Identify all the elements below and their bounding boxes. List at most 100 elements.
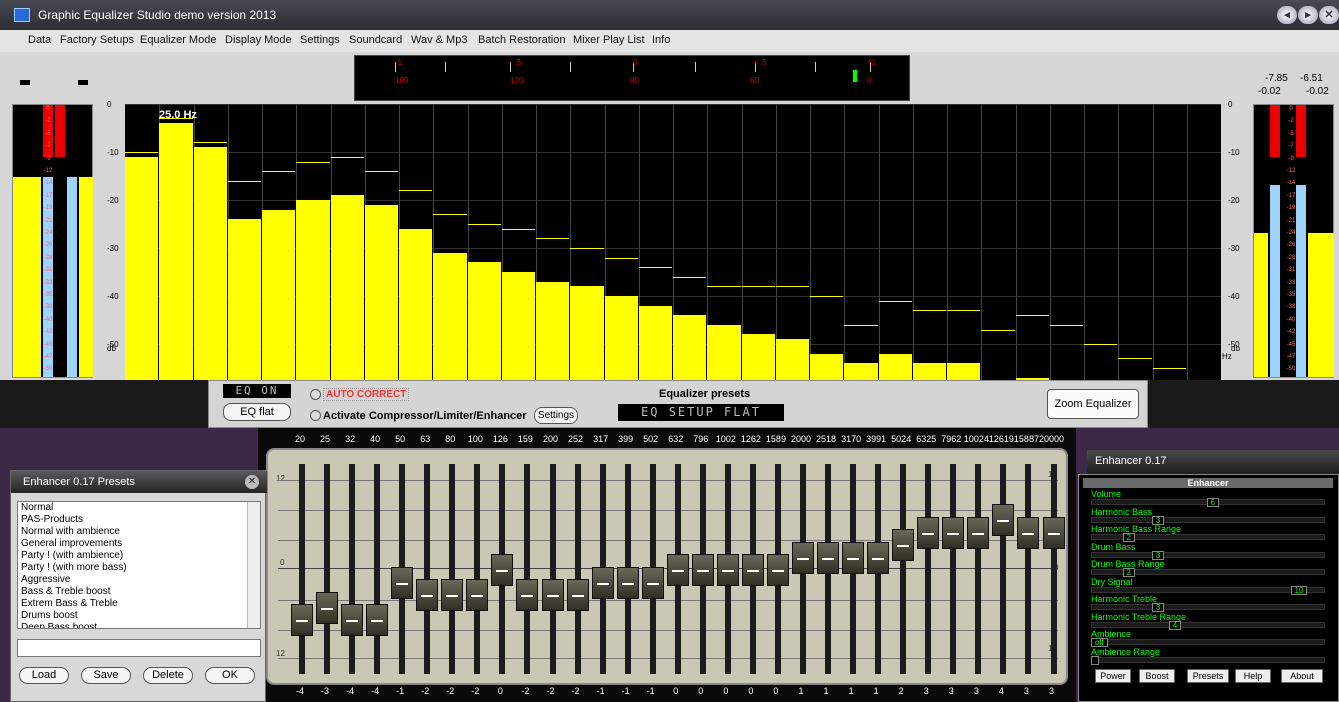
slider-knob[interactable] bbox=[591, 566, 614, 599]
enhancer-param-slider[interactable] bbox=[1091, 534, 1325, 540]
vu-scale: 0 -2 -5 -7 -9 -12 -14 -17 -19 -21 -24 -26 -28 -31 -33 -… bbox=[42, 106, 54, 378]
enhancer-param-slider[interactable] bbox=[1091, 569, 1325, 575]
slider-knob[interactable] bbox=[691, 554, 714, 586]
enhancer-param-slider[interactable] bbox=[1091, 516, 1325, 523]
slider-knob[interactable] bbox=[792, 541, 814, 574]
preset-list-item[interactable]: PAS-Products bbox=[21, 514, 84, 525]
spectrum-peak bbox=[947, 310, 981, 312]
eq-flat-button[interactable]: EQ flat bbox=[223, 403, 291, 421]
slider-knob[interactable] bbox=[1017, 516, 1040, 549]
band-frequency-label: 159 bbox=[517, 434, 533, 444]
y-tick-label: -40 bbox=[1228, 292, 1240, 301]
preset-list-item[interactable]: Aggressive bbox=[21, 574, 71, 585]
slider-knob[interactable] bbox=[416, 579, 439, 611]
compressor-label[interactable]: Activate Compressor/Limiter/Enhancer bbox=[323, 410, 527, 422]
band-frequency-label: 10024 bbox=[963, 434, 989, 444]
menu-factory-setups[interactable]: Factory Setups bbox=[60, 34, 134, 46]
tuner-top-label: + .5 bbox=[753, 58, 767, 67]
slider-knob[interactable] bbox=[391, 566, 414, 599]
maximize-icon[interactable]: ▸ bbox=[1298, 6, 1318, 24]
preset-list-item[interactable]: Party ! (with ambience) bbox=[21, 550, 124, 561]
grid-line bbox=[947, 104, 948, 392]
preset-list-item[interactable]: Bass & Treble boost bbox=[21, 586, 111, 597]
menu-equalizer-mode[interactable]: Equalizer Mode bbox=[140, 34, 217, 46]
menu-display-mode[interactable]: Display Mode bbox=[225, 34, 292, 46]
enhancer-param-slider[interactable] bbox=[1091, 639, 1325, 645]
close-icon[interactable]: ✕ bbox=[245, 475, 259, 489]
menu-wav-mp3[interactable]: Wav & Mp3 bbox=[411, 34, 468, 46]
slider-knob[interactable] bbox=[942, 516, 965, 549]
presets-scrollbar[interactable] bbox=[247, 502, 260, 628]
enhancer-param-slider[interactable] bbox=[1091, 586, 1325, 593]
slider-knob[interactable] bbox=[892, 529, 915, 561]
close-icon[interactable]: ✕ bbox=[1319, 6, 1339, 24]
presets-list[interactable]: Normal PAS-Products Normal with ambience Ge… bbox=[17, 501, 261, 629]
slider-knob[interactable] bbox=[842, 541, 865, 574]
enhancer-param-slider[interactable] bbox=[1091, 621, 1325, 628]
preset-list-item[interactable]: Extrem Bass & Treble bbox=[21, 598, 118, 609]
boost-button[interactable]: Boost bbox=[1139, 669, 1175, 683]
menu-soundcard[interactable]: Soundcard bbox=[349, 34, 403, 46]
preset-list-item[interactable]: General improvements bbox=[21, 538, 123, 549]
tuner-top-label: 0 bbox=[633, 58, 638, 67]
slider-knob[interactable] bbox=[516, 579, 539, 611]
slider-knob[interactable] bbox=[716, 554, 739, 586]
slider-knob[interactable] bbox=[817, 541, 840, 574]
slider-knob[interactable] bbox=[366, 604, 389, 636]
vu-scale-label: -7 bbox=[1288, 143, 1294, 150]
slider-knob[interactable] bbox=[441, 579, 464, 611]
compressor-radio[interactable] bbox=[310, 410, 321, 421]
menu-data[interactable]: Data bbox=[28, 34, 52, 46]
analyzer-area: -1 - .5 0 + .5 +1 180 120 90 60 0 -7.85 … bbox=[0, 52, 1339, 412]
slider-knob[interactable] bbox=[1042, 516, 1065, 549]
enhancer-param-slider[interactable] bbox=[1091, 656, 1325, 663]
menu-info[interactable]: Info bbox=[652, 34, 671, 46]
compressor-settings-button[interactable]: Settings bbox=[534, 407, 578, 424]
about-button[interactable]: About bbox=[1281, 669, 1323, 683]
slider-knob[interactable] bbox=[741, 554, 764, 586]
slider-knob[interactable] bbox=[992, 504, 1015, 536]
preset-list-item[interactable]: Normal bbox=[21, 502, 54, 513]
y-unit-label: db bbox=[107, 344, 116, 353]
slider-knob[interactable] bbox=[766, 554, 789, 586]
zoom-equalizer-button[interactable]: Zoom Equalizer bbox=[1047, 389, 1139, 419]
menu-batch-restoration[interactable]: Batch Restoration bbox=[478, 34, 566, 46]
slider-knob[interactable] bbox=[641, 566, 664, 599]
load-button[interactable]: Load bbox=[19, 667, 69, 684]
menu-settings[interactable]: Settings bbox=[300, 34, 340, 46]
preset-list-item[interactable]: Normal with ambience bbox=[21, 526, 120, 537]
enhancer-param-row: Drum Bass Range 2 bbox=[1091, 559, 1327, 577]
ok-button[interactable]: OK bbox=[205, 667, 255, 684]
slider-knob[interactable] bbox=[566, 579, 589, 611]
slider-knob[interactable] bbox=[466, 579, 489, 611]
slider-knob[interactable] bbox=[341, 604, 364, 636]
band-frequency-label: 632 bbox=[668, 434, 684, 444]
minimize-icon[interactable]: ◂ bbox=[1277, 6, 1297, 24]
help-button[interactable]: Help bbox=[1235, 669, 1271, 683]
vu-scale-label: -38 bbox=[1286, 304, 1296, 311]
slider-knob[interactable] bbox=[316, 591, 339, 624]
enhancer-param-slider[interactable] bbox=[1091, 551, 1325, 558]
slider-knob[interactable] bbox=[491, 554, 514, 586]
vu-scale-label: -40 bbox=[1286, 316, 1296, 323]
slider-knob[interactable] bbox=[616, 566, 639, 599]
scale-label: 12 bbox=[276, 474, 285, 483]
power-button[interactable]: Power bbox=[1095, 669, 1131, 683]
preset-list-item[interactable]: Deep Bass boost bbox=[21, 622, 98, 629]
slider-knob[interactable] bbox=[867, 541, 890, 574]
preset-name-input[interactable] bbox=[17, 639, 261, 657]
slider-knob[interactable] bbox=[541, 579, 564, 611]
preset-list-item[interactable]: Party ! (with more bass) bbox=[21, 562, 127, 573]
enhancer-param-slider[interactable] bbox=[1091, 604, 1325, 610]
save-button[interactable]: Save bbox=[81, 667, 131, 684]
presets-button[interactable]: Presets bbox=[1187, 669, 1229, 683]
auto-correct-radio[interactable] bbox=[310, 389, 321, 400]
slider-knob[interactable] bbox=[291, 604, 313, 636]
slider-knob[interactable] bbox=[967, 516, 990, 549]
auto-correct-label[interactable]: AUTO CORRECT bbox=[323, 388, 410, 401]
slider-knob[interactable] bbox=[666, 554, 689, 586]
preset-list-item[interactable]: Drums boost bbox=[21, 610, 78, 621]
menu-mixer-play-list[interactable]: Mixer Play List bbox=[573, 34, 645, 46]
delete-button[interactable]: Delete bbox=[143, 667, 193, 684]
slider-knob[interactable] bbox=[917, 516, 940, 549]
